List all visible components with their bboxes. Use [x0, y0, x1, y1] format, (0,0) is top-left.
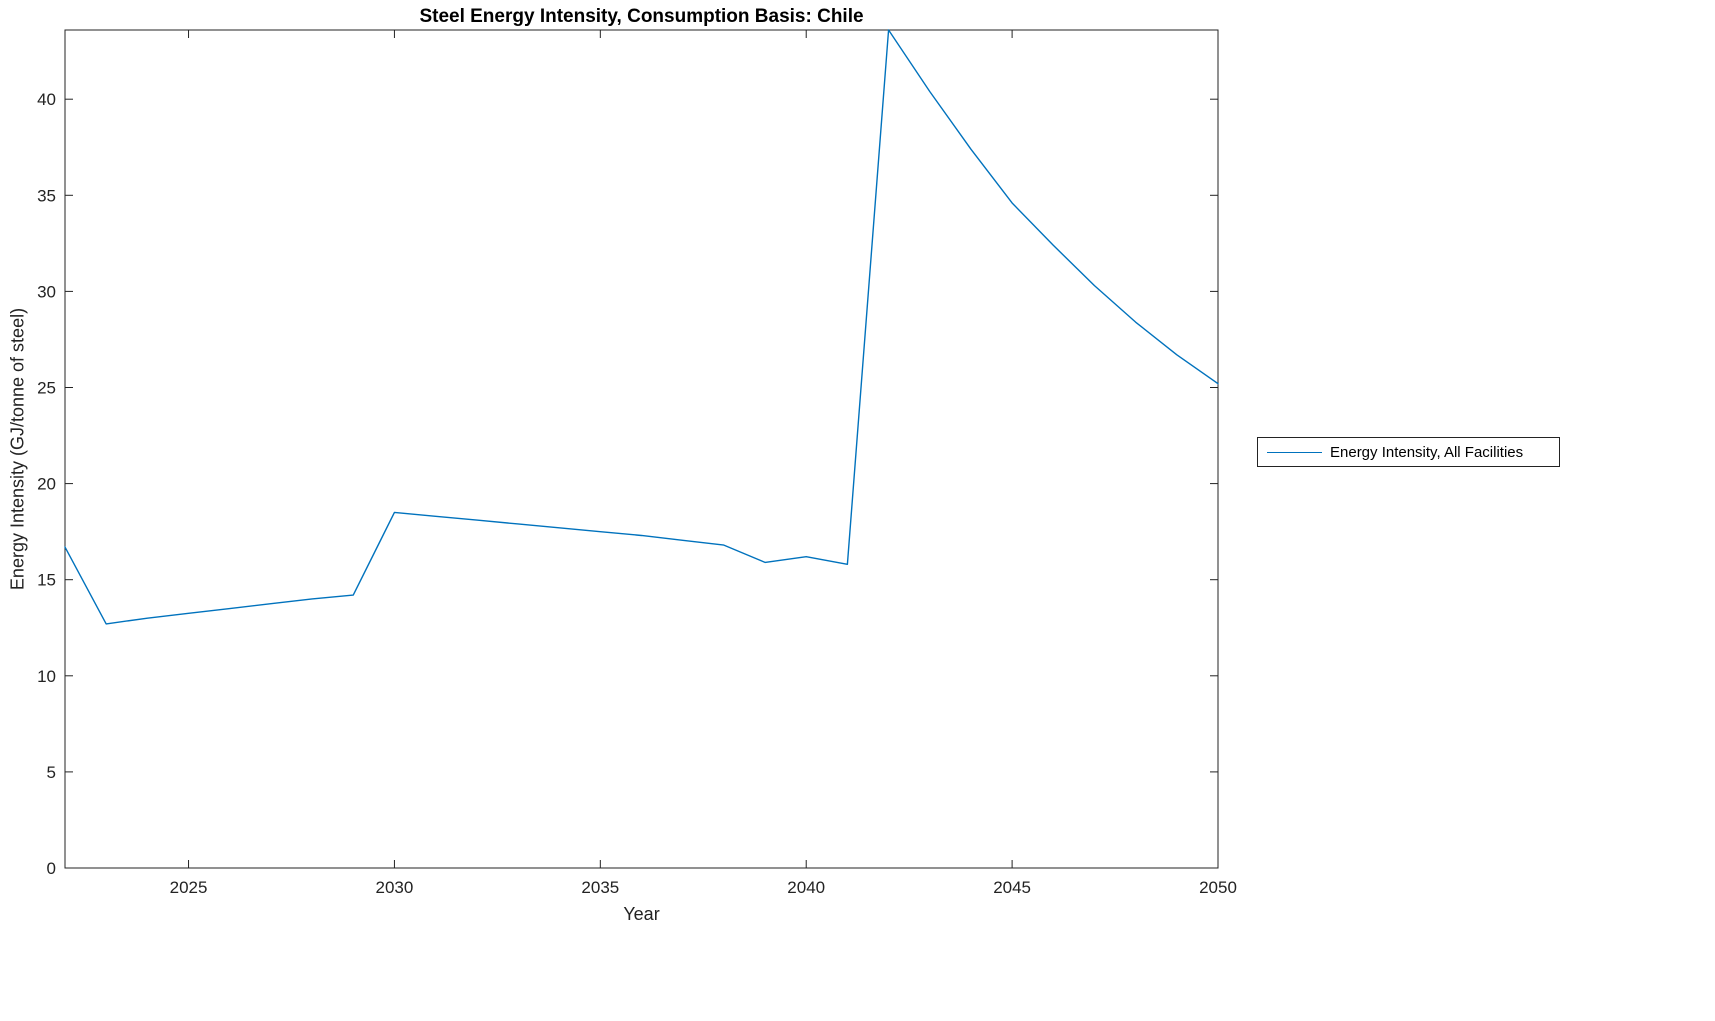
- y-tick-label: 40: [37, 90, 56, 109]
- x-tick-label: 2050: [1199, 878, 1237, 897]
- x-tick-label: 2025: [170, 878, 208, 897]
- x-tick-label: 2040: [787, 878, 825, 897]
- y-axis-label: Energy Intensity (GJ/tonne of steel): [7, 307, 28, 591]
- x-tick-label: 2035: [581, 878, 619, 897]
- y-tick-label: 35: [37, 186, 56, 205]
- x-tick-label: 2045: [993, 878, 1031, 897]
- y-tick-label: 30: [37, 282, 56, 301]
- legend-entry-label: Energy Intensity, All Facilities: [1330, 443, 1524, 461]
- x-axis-label: Year: [623, 904, 660, 924]
- y-tick-label: 10: [37, 667, 56, 686]
- y-tick-label: 25: [37, 378, 56, 397]
- y-tick-label: 15: [37, 571, 56, 590]
- legend-line-sample: [1267, 451, 1322, 453]
- y-tick-label: 0: [47, 859, 56, 878]
- y-tick-label: 5: [47, 763, 56, 782]
- axes-box: [64, 29, 1219, 869]
- y-tick-label: 20: [37, 475, 56, 494]
- chart-title: Steel Energy Intensity, Consumption Basi…: [419, 6, 864, 27]
- legend: Energy Intensity, All Facilities: [1257, 437, 1560, 467]
- series-line-energy-intensity: [64, 29, 1219, 625]
- x-tick-label: 2030: [376, 878, 414, 897]
